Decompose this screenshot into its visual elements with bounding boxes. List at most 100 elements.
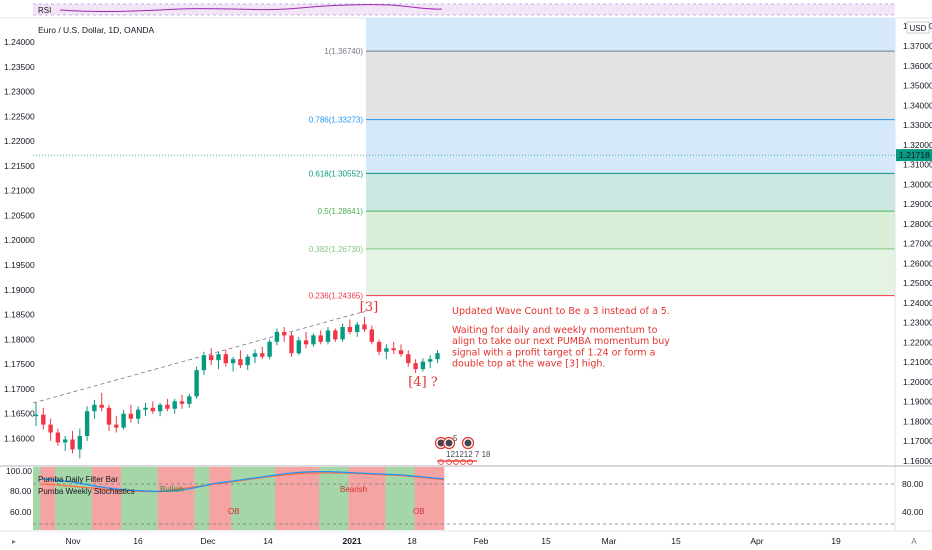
right-tick-label: 1.18000 (903, 416, 932, 426)
lower-legend-2: Pumba Weekly Stochastics (38, 487, 135, 496)
candle-body (406, 354, 411, 364)
rsi-label: RSI (38, 6, 51, 15)
left-tick-label: 1.17000 (4, 384, 35, 394)
x-tick-label: 19 (831, 536, 841, 546)
filter-bar (135, 467, 144, 530)
filter-bar (407, 467, 415, 530)
candle-body (238, 359, 243, 366)
filter-bar (319, 467, 327, 530)
right-tick-label: 1.24000 (903, 298, 932, 308)
scroll-left-icon: ▸ (12, 537, 16, 546)
event-mini-circle (438, 459, 444, 465)
auto-scale-icon: A (911, 537, 917, 546)
fib-zone-5 (366, 248, 895, 296)
filter-bar (341, 467, 349, 530)
candle-body (230, 359, 236, 364)
right-tick-label: 1.29000 (903, 199, 932, 209)
candle-body (136, 409, 141, 419)
left-tick-label: 1.23500 (4, 62, 35, 72)
right-tick-label: 1.28000 (903, 219, 932, 229)
right-tick-label: 1.16000 (903, 456, 932, 466)
filter-bar (216, 467, 225, 530)
filter-bar (282, 467, 291, 530)
filter-bar (47, 467, 56, 530)
right-tick-label: 1.36000 (903, 61, 932, 71)
x-tick-label: 18 (407, 536, 417, 546)
right-tick-label: 1.34000 (903, 100, 932, 110)
candle-body (355, 324, 360, 332)
right-tick-label: 1.35000 (903, 81, 932, 91)
candle-body (99, 404, 104, 408)
candle-body (325, 330, 331, 342)
candle-body (435, 353, 440, 360)
filter-bar (385, 467, 393, 530)
filter-bar (333, 467, 342, 530)
left-tick-label: 1.23000 (4, 87, 35, 97)
candle-body (260, 353, 265, 357)
chart-title: Euro / U.S. Dollar, 1D, OANDA (38, 25, 155, 35)
candle-body (282, 331, 287, 336)
fib-label-3: 0.5(1.28641) (318, 207, 364, 216)
event-icon-inner (437, 439, 445, 447)
candle-body (252, 353, 258, 357)
filter-bar (165, 467, 173, 530)
fib-label-2: 0.618(1.30552) (309, 169, 364, 178)
fib-label-4: 0.382(1.26730) (309, 245, 364, 254)
filter-bar (209, 467, 217, 530)
filter-bar (99, 467, 107, 530)
left-tick-label: 1.18500 (4, 310, 35, 320)
event-mini-circle (467, 459, 473, 465)
filter-bar (253, 467, 261, 530)
filter-bar (429, 467, 437, 530)
candle-body (274, 331, 280, 342)
left-tick-label: 1.19500 (4, 260, 35, 270)
right-tick-label: 1.25000 (903, 278, 932, 288)
candle-body (391, 348, 396, 351)
filter-bar (69, 467, 78, 530)
candle-body (296, 340, 301, 354)
filter-bar (187, 467, 195, 530)
candle-body (121, 413, 126, 428)
x-tick-label: 15 (671, 536, 681, 546)
fib-zone-4 (366, 211, 895, 249)
candle-body (106, 407, 112, 425)
filter-bar (113, 467, 122, 530)
candle-body (150, 407, 155, 412)
x-tick-label: 16 (133, 536, 143, 546)
x-tick-label: Mar (602, 536, 617, 546)
note-line: align to take our next PUMBA momentum bu… (452, 336, 670, 347)
left-tick-label: 1.21500 (4, 161, 35, 171)
x-tick-label: 2021 (343, 536, 362, 546)
left-tick-label: 1.24000 (4, 37, 35, 47)
right-tick-label: 1.19000 (903, 397, 932, 407)
last-price-box (896, 149, 932, 162)
x-tick-label: 14 (263, 536, 273, 546)
lower-left-tick: 60.00 (10, 507, 32, 517)
filter-bar (399, 467, 408, 530)
lower-right-tick: 80.00 (902, 479, 924, 489)
filter-bar (33, 467, 41, 530)
filter-bar (245, 467, 254, 530)
candle-body (187, 396, 192, 404)
candle-body (216, 354, 221, 361)
candle-body (55, 432, 61, 443)
filter-bar (260, 467, 269, 530)
x-tick-label: Feb (474, 536, 489, 546)
candle-body (428, 359, 433, 362)
candle-body (92, 404, 97, 412)
left-tick-label: 1.19000 (4, 285, 35, 295)
candle-body (318, 335, 323, 342)
candle-body (289, 335, 294, 354)
right-tick-label: 1.21000 (903, 357, 932, 367)
candle-body (165, 404, 170, 409)
filter-bar (157, 467, 166, 530)
lower-right-tick: 40.00 (902, 507, 924, 517)
left-tick-label: 1.17500 (4, 359, 35, 369)
note-title: Updated Wave Count to Be a 3 instead of … (452, 306, 670, 317)
filter-bar (304, 467, 313, 530)
filter-bar (297, 467, 305, 530)
event-badge: 5 (453, 434, 458, 443)
candle-body (201, 355, 207, 371)
candle-body (77, 436, 82, 450)
